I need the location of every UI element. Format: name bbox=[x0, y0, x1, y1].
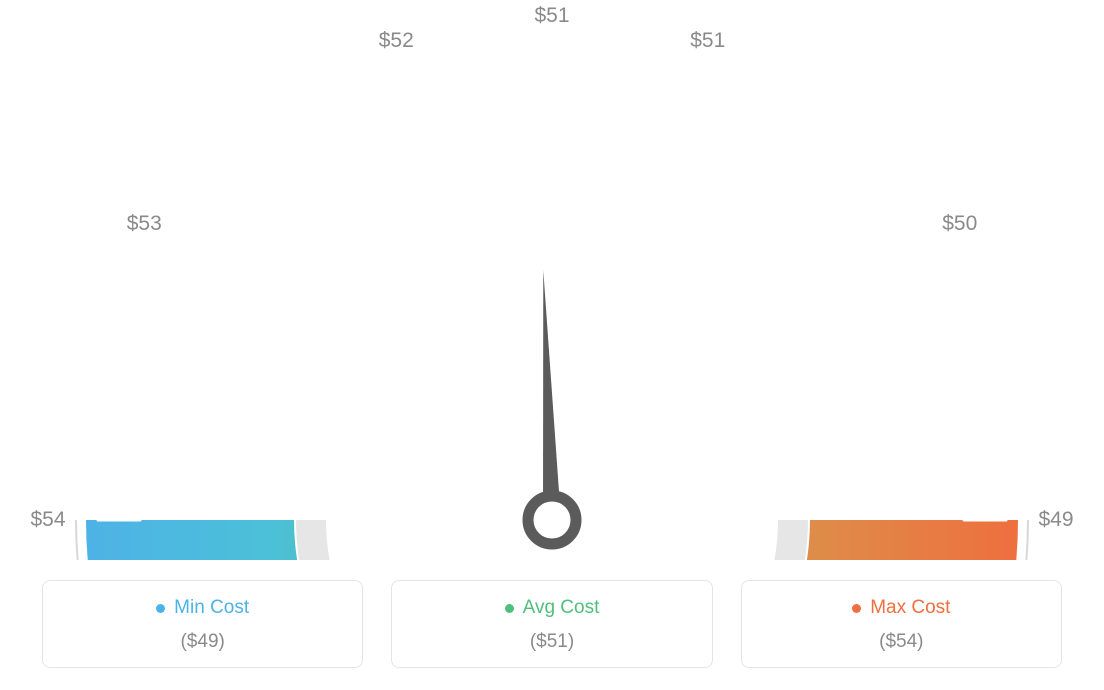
legend-label-avg: Avg Cost bbox=[523, 597, 600, 619]
legend-title-max: Max Cost bbox=[852, 597, 950, 619]
legend-dot-avg bbox=[505, 604, 514, 613]
legend-dot-min bbox=[156, 604, 165, 613]
legend-label-min: Min Cost bbox=[174, 597, 249, 619]
gauge-tick-label: $51 bbox=[534, 4, 569, 28]
legend-card-max: Max Cost ($54) bbox=[741, 580, 1062, 668]
gauge-tick-label: $54 bbox=[30, 508, 65, 532]
legend-value-max: ($54) bbox=[752, 631, 1051, 653]
legend-dot-max bbox=[852, 604, 861, 613]
legend-card-avg: Avg Cost ($51) bbox=[391, 580, 712, 668]
gauge-tick-label: $52 bbox=[379, 29, 414, 53]
gauge-svg bbox=[0, 0, 1104, 560]
legend-value-min: ($49) bbox=[53, 631, 352, 653]
legend-card-min: Min Cost ($49) bbox=[42, 580, 363, 668]
gauge-chart: $49 $50 $51 $51 $52 $53 $54 bbox=[0, 0, 1104, 560]
legend-label-max: Max Cost bbox=[870, 597, 950, 619]
gauge-tick-label: $50 bbox=[942, 212, 977, 236]
gauge-tick-label: $51 bbox=[690, 29, 725, 53]
legend-title-min: Min Cost bbox=[156, 597, 249, 619]
gauge-tick-label: $49 bbox=[1038, 508, 1073, 532]
legend-row: Min Cost ($49) Avg Cost ($51) Max Cost (… bbox=[42, 580, 1062, 668]
legend-value-avg: ($51) bbox=[402, 631, 701, 653]
gauge-tick-label: $53 bbox=[127, 212, 162, 236]
legend-title-avg: Avg Cost bbox=[505, 597, 600, 619]
